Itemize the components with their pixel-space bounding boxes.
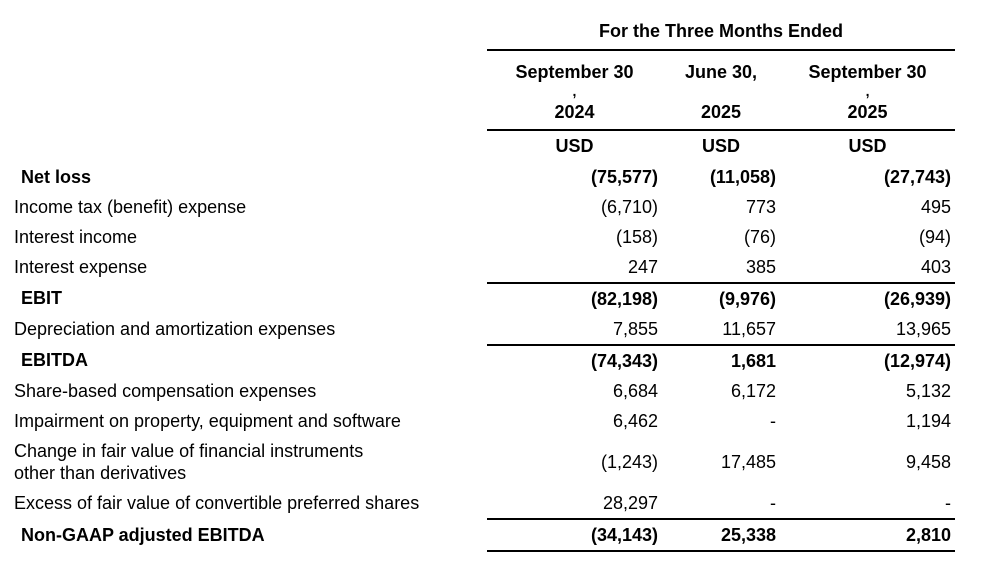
row-value: 1,681 xyxy=(730,350,776,371)
row-value: 403 xyxy=(780,252,956,284)
comma-row: , , xyxy=(14,83,955,99)
row-value: (6,710) xyxy=(600,196,658,217)
column-header-period-3: September 30 xyxy=(808,62,927,82)
row-value: (1,243) xyxy=(600,451,658,472)
column-header-period-1: September 30 xyxy=(515,62,634,82)
row-value: 5,132 xyxy=(905,380,952,401)
table-row-income-tax: Income tax (benefit) expense (6,710) 773… xyxy=(14,192,955,222)
table-row-share-based-comp: Share-based compensation expenses 6,684 … xyxy=(14,376,955,406)
row-label: Non-GAAP adjusted EBITDA xyxy=(21,524,265,545)
row-value: 7,855 xyxy=(487,314,662,346)
row-value: (74,343) xyxy=(590,350,658,371)
column-header-comma-3: , xyxy=(865,83,870,99)
table-row-ebit: EBIT (82,198) (9,976) (26,939) xyxy=(14,283,955,314)
row-label: EBITDA xyxy=(21,350,88,371)
row-label: EBIT xyxy=(21,288,63,309)
row-value: - xyxy=(770,410,776,431)
row-value: - xyxy=(662,488,780,520)
row-value: (82,198) xyxy=(590,288,658,309)
row-value: (34,143) xyxy=(487,519,662,552)
currency-row: USD USD USD xyxy=(14,130,955,162)
row-label: Depreciation and amortization expenses xyxy=(14,319,336,340)
period-row-spacer xyxy=(14,50,487,83)
table-row-change-fair-value: Change in fair value of financial instru… xyxy=(14,436,955,488)
row-label: Net loss xyxy=(21,166,92,187)
row-value: 25,338 xyxy=(662,519,780,552)
title-row: For the Three Months Ended xyxy=(14,8,956,51)
row-value: 9,458 xyxy=(905,451,952,472)
table-row-excess-fair-value: Excess of fair value of convertible pref… xyxy=(14,488,956,520)
table-row-ebitda: EBITDA (74,343) 1,681 (12,974) xyxy=(14,345,955,376)
row-value: 773 xyxy=(745,196,776,217)
row-value: (26,939) xyxy=(883,288,952,309)
column-header-year-1: 2024 xyxy=(487,99,662,131)
column-header-comma-1: , xyxy=(572,83,577,99)
table-row-non-gaap-ebitda: Non-GAAP adjusted EBITDA (34,143) 25,338… xyxy=(14,519,956,552)
row-label: Excess of fair value of convertible pref… xyxy=(14,493,420,514)
table-row-interest-income: Interest income (158) (76) (94) xyxy=(14,222,955,252)
row-label: Interest expense xyxy=(14,257,148,278)
row-value: - xyxy=(780,488,956,520)
row-value: 17,485 xyxy=(720,451,776,472)
row-value: (75,577) xyxy=(590,166,658,187)
currency-label-2: USD xyxy=(701,136,740,156)
table-row-depreciation: Depreciation and amortization expenses 7… xyxy=(14,314,956,346)
currency-label-1: USD xyxy=(555,136,594,156)
row-value: 247 xyxy=(487,252,662,284)
column-header-period-2: June 30, xyxy=(684,62,758,82)
row-value: 6,684 xyxy=(612,380,658,401)
row-value: 1,194 xyxy=(905,410,952,431)
row-label: Income tax (benefit) expense xyxy=(14,196,247,217)
row-value: 495 xyxy=(920,196,952,217)
currency-label-3: USD xyxy=(848,136,887,156)
row-value: 6,462 xyxy=(612,410,658,431)
table-row-impairment: Impairment on property, equipment and so… xyxy=(14,406,955,436)
row-value: (11,058) xyxy=(709,166,776,187)
year-row: 2024 2025 2025 xyxy=(14,99,956,131)
currency-row-spacer xyxy=(14,130,487,162)
row-value: (9,976) xyxy=(718,288,776,309)
row-value: 385 xyxy=(662,252,780,284)
row-value: 28,297 xyxy=(487,488,662,520)
table-row-interest-expense: Interest expense 247 385 403 xyxy=(14,252,956,284)
row-value: 13,965 xyxy=(780,314,956,346)
year-row-spacer xyxy=(14,99,487,130)
row-label: Impairment on property, equipment and so… xyxy=(14,410,401,431)
row-value: 11,657 xyxy=(662,314,780,346)
comma-row-spacer xyxy=(14,83,487,99)
row-value: (158) xyxy=(615,226,658,247)
row-value: 6,172 xyxy=(730,380,776,401)
row-label: Change in fair value of financial instru… xyxy=(14,440,364,484)
column-header-comma-2 xyxy=(662,83,780,99)
column-header-year-3: 2025 xyxy=(780,99,956,131)
row-value: (12,974) xyxy=(883,350,952,371)
table-row-net-loss: Net loss (75,577) (11,058) (27,743) xyxy=(14,162,955,192)
row-label: Interest income xyxy=(14,226,138,247)
table-title: For the Three Months Ended xyxy=(487,8,956,51)
row-value: (27,743) xyxy=(883,166,952,187)
column-header-year-2: 2025 xyxy=(662,99,780,131)
row-value: (76) xyxy=(743,226,776,247)
period-name-row: September 30 June 30, September 30 xyxy=(14,50,955,83)
row-label: Share-based compensation expenses xyxy=(14,380,317,401)
row-value: (94) xyxy=(919,226,952,247)
financial-table: For the Three Months Ended September 30 … xyxy=(14,8,956,552)
row-value: 2,810 xyxy=(780,519,956,552)
title-row-spacer xyxy=(14,8,487,50)
